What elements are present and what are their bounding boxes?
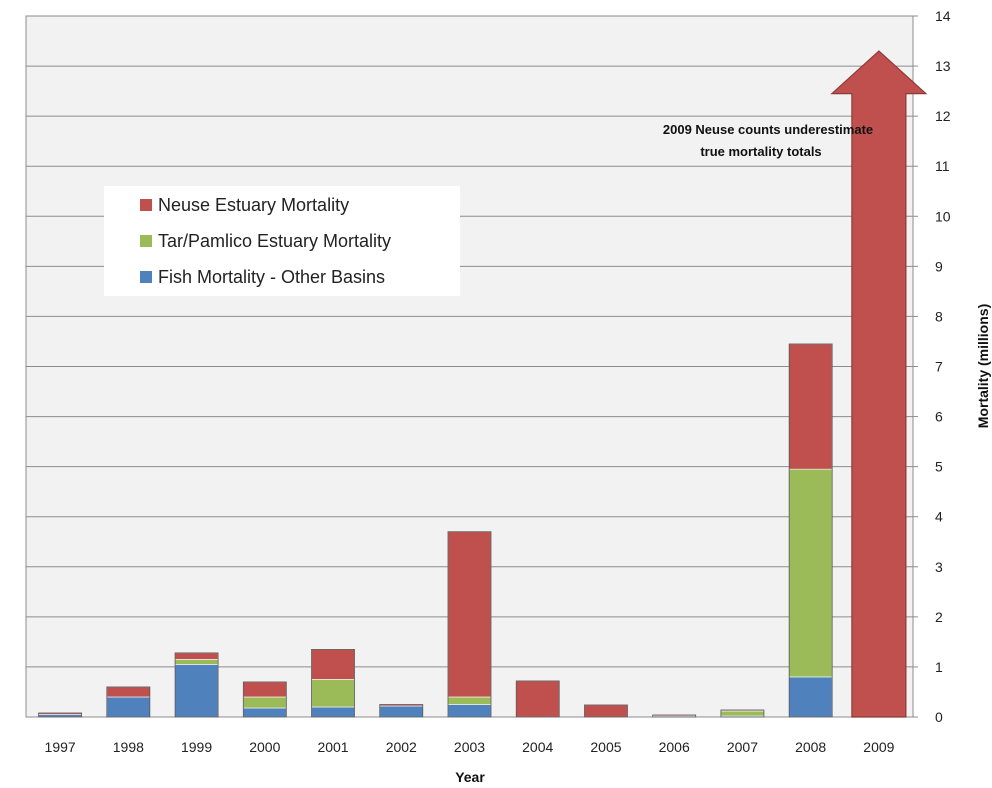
bar-2001-series-2 xyxy=(311,649,355,680)
y-tick-label: 9 xyxy=(935,258,943,274)
x-tick-label: 2009 xyxy=(863,739,894,755)
x-tick-label: 2001 xyxy=(317,739,348,755)
bar-1998-series-0 xyxy=(106,696,151,718)
bar-2008-series-0 xyxy=(788,676,833,718)
y-tick-label: 11 xyxy=(935,158,950,174)
x-tick-label: 2004 xyxy=(522,739,553,755)
bar-outline-2005 xyxy=(584,704,628,718)
legend-swatch xyxy=(140,235,152,247)
bar-outline-1998 xyxy=(106,686,151,718)
bar-1999-series-1 xyxy=(174,659,219,665)
legend-label: Neuse Estuary Mortality xyxy=(158,195,349,215)
annotation-line-1: 2009 Neuse counts underestimate xyxy=(663,122,873,137)
legend-swatch xyxy=(140,199,152,211)
legend-swatch xyxy=(140,271,152,283)
x-tick-label: 2002 xyxy=(386,739,417,755)
bar-2001-series-0 xyxy=(311,706,355,718)
bar-2002-series-0 xyxy=(379,705,424,718)
bar-outline-2001 xyxy=(311,649,355,718)
bar-outline-1997 xyxy=(38,712,83,718)
x-tick-label: 1997 xyxy=(45,739,76,755)
y-tick-label: 8 xyxy=(935,308,943,324)
y-tick-label: 6 xyxy=(935,409,943,425)
bars xyxy=(38,343,833,718)
bar-2001-series-1 xyxy=(311,679,355,708)
x-tick-label: 2005 xyxy=(590,739,621,755)
bar-1999-series-0 xyxy=(174,664,219,718)
legend: Neuse Estuary Mortality Tar/Pamlico Estua… xyxy=(104,186,460,296)
y-tick-label: 14 xyxy=(935,8,951,24)
legend-label: Fish Mortality - Other Basins xyxy=(158,267,385,287)
gridlines xyxy=(26,15,918,718)
bar-2008-series-1 xyxy=(788,468,833,678)
bar-2003-series-2 xyxy=(447,531,492,698)
bar-outline-2004 xyxy=(515,680,560,718)
bar-2000-series-0 xyxy=(243,707,287,718)
annotation-line-2: true mortality totals xyxy=(700,144,821,159)
y-tick-label: 7 xyxy=(935,359,943,375)
y-tick-label: 10 xyxy=(935,208,951,224)
x-tick-label: 2008 xyxy=(795,739,826,755)
y-tick-label: 5 xyxy=(935,459,943,475)
bar-2000-series-2 xyxy=(243,681,287,698)
bar-2008-series-2 xyxy=(788,343,833,470)
bar-outline-1999 xyxy=(174,652,219,718)
y-tick-label: 1 xyxy=(935,659,943,675)
bar-1998-series-2 xyxy=(106,686,151,698)
x-tick-label: 2003 xyxy=(454,739,485,755)
bar-2007-series-1 xyxy=(720,710,765,717)
bar-outline-2008 xyxy=(788,343,833,718)
bar-2004-series-2 xyxy=(515,680,560,718)
bar-outline-2002 xyxy=(379,704,424,718)
bar-outline-2006 xyxy=(652,714,697,718)
y-tick-label: 12 xyxy=(935,108,951,124)
bar-2003-series-1 xyxy=(447,696,492,705)
legend-box xyxy=(104,186,460,296)
x-tick-label: 1998 xyxy=(113,739,144,755)
bar-2005-series-2 xyxy=(584,704,628,718)
annotation: 2009 Neuse counts underestimate true mor… xyxy=(663,122,873,159)
x-tick-labels: 1997 1998 1999 2000 2001 2002 2003 2004 2005 2006… xyxy=(45,739,895,755)
arrow xyxy=(830,50,928,718)
bar-2000-series-1 xyxy=(243,696,287,709)
y-tick-label: 2 xyxy=(935,609,943,625)
y-tick-label: 0 xyxy=(935,709,943,725)
x-tick-label: 1999 xyxy=(181,739,212,755)
bar-outline-2007 xyxy=(720,709,765,718)
up-arrow-icon xyxy=(830,50,928,718)
y-tick-label: 13 xyxy=(935,58,951,74)
bar-outline-2000 xyxy=(242,681,287,718)
y-tick-label: 4 xyxy=(935,509,943,525)
x-tick-label: 2000 xyxy=(249,739,280,755)
bar-1999-series-2 xyxy=(174,652,219,660)
bar-2003-series-0 xyxy=(447,704,492,718)
x-tick-label: 2006 xyxy=(659,739,690,755)
x-tick-label: 2007 xyxy=(727,739,758,755)
x-axis-title: Year xyxy=(455,769,485,785)
y-tick-label: 3 xyxy=(935,559,943,575)
y-axis-title: Mortality (millions) xyxy=(975,304,991,428)
bar-outline-2003 xyxy=(447,531,492,718)
legend-label: Tar/Pamlico Estuary Mortality xyxy=(158,231,391,251)
